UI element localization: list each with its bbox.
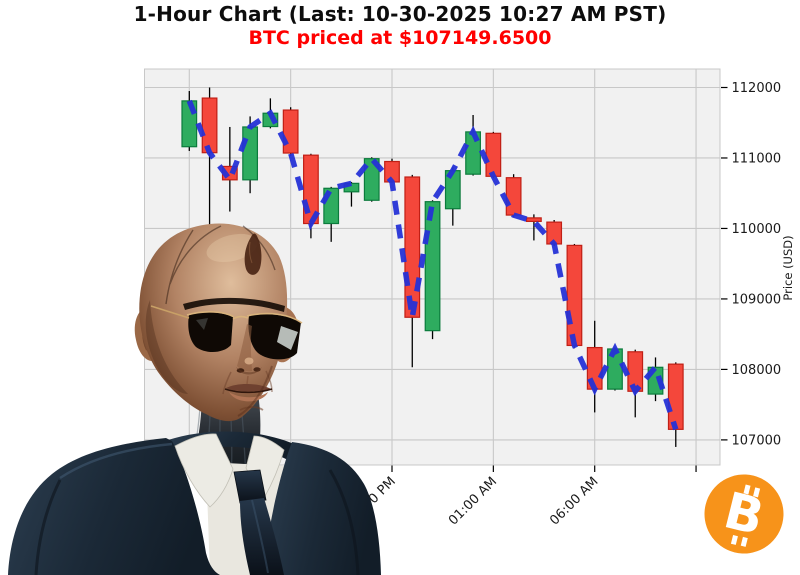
nose-tip-highlight (244, 357, 254, 365)
suit-jacket-left (8, 438, 220, 575)
jaw-shadow (237, 365, 273, 417)
lens-reflection (277, 326, 298, 350)
y-axis-title: Price (USD) (781, 235, 795, 300)
teardrop-highlight (249, 241, 253, 264)
chin-crease (239, 406, 264, 411)
y-tick-label: 110000 (732, 222, 782, 237)
bitcoin-b-prongs (730, 484, 761, 547)
chart-title: 1-Hour Chart (Last: 10-30-2025 10:27 AM … (133, 2, 667, 26)
philtrum (246, 375, 249, 385)
close-price-line (186, 99, 679, 431)
left-collar-wing (174, 433, 234, 508)
face-side-shadow (145, 300, 188, 394)
jacket-seams (34, 469, 360, 575)
mouth-line (224, 388, 273, 394)
suit-jacket-right (264, 442, 381, 575)
candle-down (667, 363, 684, 430)
tie-knot (233, 469, 267, 504)
nose-base-shadow (236, 367, 262, 375)
sunglasses-frame (186, 311, 303, 324)
y-tick-label: 111000 (732, 151, 782, 166)
tie-highlight (251, 499, 269, 574)
y-tick-label: 108000 (732, 363, 782, 378)
brow-bar (183, 297, 285, 312)
forehead-teardrop (244, 233, 262, 275)
y-tick-label: 109000 (732, 292, 782, 307)
y-tick-label: 107000 (732, 433, 782, 448)
sunglasses-temple-arm (150, 305, 190, 319)
sunglasses (150, 305, 303, 360)
candle-down (525, 217, 542, 223)
tie-blade (240, 498, 284, 575)
shoulder-highlight (59, 442, 173, 480)
android-agent (8, 223, 381, 575)
upper-lip (226, 383, 271, 392)
candle-up (363, 158, 380, 201)
bitcoin-logo-group: B (704, 474, 784, 554)
lower-lip (229, 392, 268, 402)
nasolabial-lines (222, 370, 273, 395)
skull-highlight (206, 233, 258, 263)
lens-reflection-small (196, 318, 208, 330)
skull-seams (165, 225, 276, 305)
y-tick-label: 112000 (732, 81, 782, 96)
bitcoin-logo-circle (704, 474, 784, 554)
btc-price-subtitle: BTC priced at $107149.6500 (248, 27, 552, 49)
